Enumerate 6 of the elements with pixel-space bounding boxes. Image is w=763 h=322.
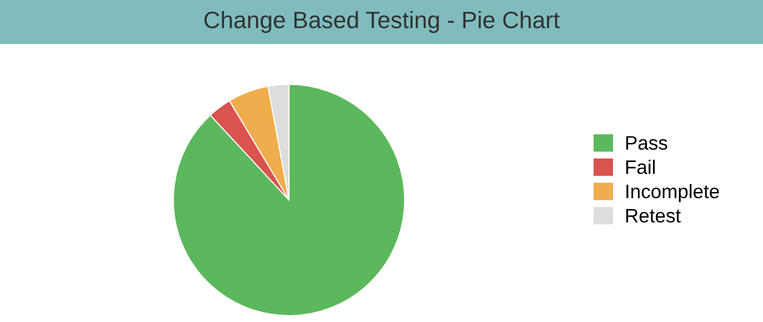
- chart-title: Change Based Testing - Pie Chart: [204, 10, 560, 34]
- legend-label: Fail: [626, 160, 655, 174]
- pie-slice: [172, 84, 406, 316]
- legend-label: Incomplete: [626, 184, 719, 202]
- legend-label: Retest: [626, 208, 681, 223]
- legend-label: Pass: [626, 136, 668, 150]
